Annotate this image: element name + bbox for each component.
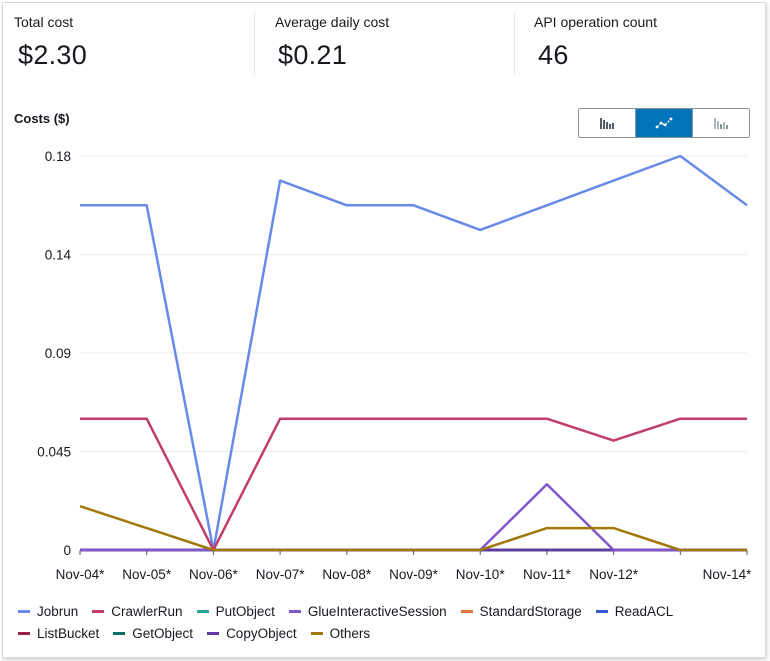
api-operation-count-metric: API operation count 46 <box>534 14 770 71</box>
x-tick-label: Nov-09* <box>389 567 439 582</box>
legend-swatch <box>207 631 220 635</box>
legend-label: CopyObject <box>226 625 297 641</box>
legend-swatch <box>18 609 30 613</box>
x-tick-label: Nov-04* <box>56 567 106 582</box>
series-line-crawlerrun <box>80 417 747 552</box>
legend-label: ReadACL <box>614 603 674 619</box>
x-tick-label: Nov-10* <box>456 567 506 582</box>
series-line-others <box>79 505 747 552</box>
legend-label: PutObject <box>215 603 275 619</box>
x-tick-label: Nov-11* <box>523 567 572 582</box>
legend-swatch <box>288 609 301 613</box>
metric-divider <box>254 12 255 74</box>
legend-item[interactable]: CopyObject <box>207 625 297 641</box>
average-daily-cost-label: Average daily cost <box>275 14 390 30</box>
legend-swatch <box>595 609 608 613</box>
legend-swatch <box>18 631 30 635</box>
line-chart-icon <box>655 117 673 129</box>
legend-label: StandardStorage <box>479 603 582 619</box>
x-tick-label: Nov-12* <box>589 567 639 582</box>
total-cost-label: Total cost <box>14 14 74 30</box>
legend-item[interactable]: CrawlerRun <box>92 603 183 619</box>
y-tick-label: 0.14 <box>45 248 72 263</box>
y-tick-label: 0.09 <box>45 346 71 361</box>
stacked-bar-chart-icon <box>714 118 728 129</box>
api-operation-count-value: 46 <box>538 40 569 70</box>
chart-type-toggle <box>578 108 750 138</box>
legend-label: CrawlerRun <box>111 603 183 619</box>
bar-chart-button[interactable] <box>579 109 635 137</box>
average-daily-cost-value: $0.21 <box>278 40 348 70</box>
y-axis-title: Costs ($) <box>14 111 70 126</box>
x-tick-label: Nov-05* <box>122 567 172 582</box>
x-tick-label: Nov-07* <box>256 567 306 582</box>
stacked-bar-chart-button[interactable] <box>692 109 749 137</box>
legend-label: GlueInteractiveSession <box>307 603 447 619</box>
legend-label: Others <box>329 625 371 641</box>
total-cost-value: $2.30 <box>18 40 88 70</box>
legend-label: ListBucket <box>37 625 100 641</box>
y-tick-label: 0.18 <box>45 149 71 164</box>
api-operation-count-label: API operation count <box>534 14 657 30</box>
x-tick-label: Nov-08* <box>322 567 372 582</box>
series-line-jobrun <box>80 154 748 552</box>
legend-item[interactable]: ReadACL <box>595 603 674 619</box>
legend-label: Jobrun <box>37 603 79 619</box>
line-chart: 0 0.045 0.09 0.14 0.18 Nov-04* Nov-05* Nov-06* N… <box>37 149 753 582</box>
legend-label: GetObject <box>132 625 194 641</box>
metric-divider <box>514 12 515 74</box>
legend-swatch <box>113 631 126 635</box>
legend-item[interactable]: ListBucket <box>18 625 99 641</box>
y-tick-label: 0 <box>63 543 71 558</box>
legend-item[interactable]: Jobrun <box>18 603 78 619</box>
legend-item[interactable]: Others <box>310 625 371 641</box>
y-tick-label: 0.045 <box>37 445 71 460</box>
x-tick-label: Nov-14* <box>703 567 753 582</box>
average-daily-cost-metric: Average daily cost $0.21 <box>275 14 515 71</box>
x-tick-label: Nov-06* <box>189 567 239 582</box>
legend-item[interactable]: PutObject <box>196 603 275 619</box>
legend-swatch <box>460 609 473 613</box>
legend-swatch <box>196 609 209 613</box>
legend-item[interactable]: StandardStorage <box>460 603 582 619</box>
bar-chart-icon <box>600 118 614 129</box>
total-cost-metric: Total cost $2.30 <box>14 14 254 71</box>
legend-swatch <box>310 631 323 635</box>
legend-swatch <box>92 609 105 613</box>
line-chart-button[interactable] <box>635 109 692 137</box>
chart-legend: Jobrun CrawlerRun PutObject GlueInteractive… <box>18 603 758 641</box>
legend-item[interactable]: GetObject <box>113 625 193 641</box>
legend-item[interactable]: GlueInteractiveSession <box>288 603 447 619</box>
